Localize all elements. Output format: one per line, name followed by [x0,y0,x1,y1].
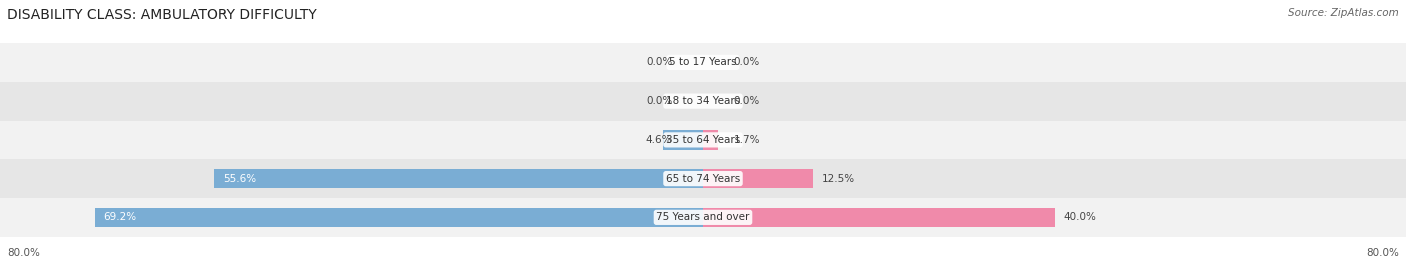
Text: 80.0%: 80.0% [7,248,39,258]
Bar [703,130,718,150]
Bar [215,169,703,188]
Text: 69.2%: 69.2% [104,212,136,222]
Text: 40.0%: 40.0% [1063,212,1097,222]
Bar [0,159,1406,198]
Text: 4.6%: 4.6% [645,135,672,145]
Text: 18 to 34 Years: 18 to 34 Years [666,96,740,106]
Text: 5 to 17 Years: 5 to 17 Years [669,57,737,68]
Text: 1.7%: 1.7% [734,135,761,145]
Text: 65 to 74 Years: 65 to 74 Years [666,174,740,184]
Text: 0.0%: 0.0% [645,57,672,68]
Bar [0,198,1406,237]
Text: 35 to 64 Years: 35 to 64 Years [666,135,740,145]
Text: 55.6%: 55.6% [224,174,256,184]
Bar [703,169,813,188]
Text: Source: ZipAtlas.com: Source: ZipAtlas.com [1288,8,1399,18]
Text: 0.0%: 0.0% [645,96,672,106]
Text: 75 Years and over: 75 Years and over [657,212,749,222]
Text: 0.0%: 0.0% [734,96,761,106]
Text: 12.5%: 12.5% [821,174,855,184]
Bar [662,130,703,150]
Bar [703,208,1054,227]
Bar [0,43,1406,82]
Bar [94,208,703,227]
Bar [0,82,1406,121]
Text: 0.0%: 0.0% [734,57,761,68]
Text: DISABILITY CLASS: AMBULATORY DIFFICULTY: DISABILITY CLASS: AMBULATORY DIFFICULTY [7,8,316,22]
Bar [0,121,1406,159]
Text: 80.0%: 80.0% [1367,248,1399,258]
